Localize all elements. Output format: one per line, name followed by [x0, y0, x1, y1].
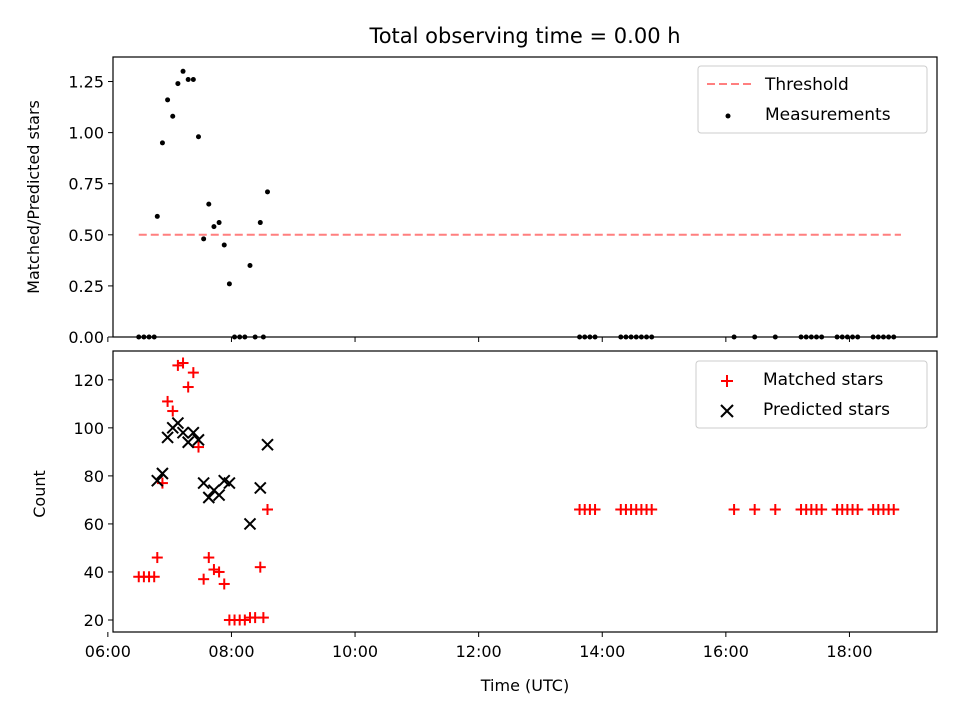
matched-star-point: [262, 504, 273, 516]
matched-star-point: [198, 573, 210, 585]
measurement-point: [247, 262, 253, 268]
top-y-tick-label: 1.00: [68, 124, 104, 143]
legend-matched-label: Matched stars: [763, 370, 883, 390]
matched-star-point: [218, 578, 230, 590]
bottom-axes-frame: [112, 350, 938, 633]
bottom-y-tick-label: 80: [84, 467, 104, 486]
predicted-star-point: [181, 436, 195, 449]
measurement-point: [216, 220, 222, 226]
bottom-x-tick-label: 12:00: [456, 642, 502, 661]
matched-star-point: [589, 504, 601, 516]
bottom-x-tick-label: 16:00: [703, 642, 749, 661]
x-axis-label: Time (UTC): [480, 676, 569, 695]
predicted-star-point: [171, 416, 185, 430]
measurement-point: [190, 76, 196, 82]
legend-predicted-marker: [720, 404, 734, 418]
matched-star-point: [852, 504, 864, 516]
measurement-point: [185, 76, 191, 82]
predicted-star-point: [151, 474, 164, 487]
bottom-y-tick-label: 20: [84, 611, 104, 630]
bottom-plot-area: [133, 357, 900, 626]
legend-measurements-label: Measurements: [765, 105, 891, 125]
matched-star-point: [646, 504, 658, 516]
predicted-star-point: [254, 481, 267, 495]
measurement-point: [201, 236, 207, 242]
matched-star-point: [213, 566, 225, 578]
matched-star-point: [888, 504, 900, 516]
predicted-star-point: [202, 491, 215, 504]
top-y-tick-label: 1.25: [68, 73, 104, 92]
measurement-point: [175, 81, 181, 87]
bottom-x-tick-label: 10:00: [332, 642, 378, 661]
measurement-point: [226, 281, 232, 287]
matched-star-point: [257, 612, 269, 624]
measurement-point: [165, 97, 171, 103]
legend-predicted-label: Predicted stars: [763, 400, 890, 420]
predicted-star-point: [243, 517, 257, 531]
bottom-x-tick-label: 14:00: [579, 642, 625, 661]
top-legend-box: [697, 65, 928, 134]
matched-star-point: [769, 504, 781, 516]
top-y-tick-label: 0.00: [68, 328, 104, 347]
matched-star-point: [208, 564, 220, 576]
bottom-legend-box: [695, 360, 928, 429]
matched-star-point: [192, 441, 204, 453]
predicted-star-point: [212, 488, 226, 502]
matched-star-point: [148, 571, 160, 583]
predicted-star-point: [176, 426, 190, 439]
measurement-point: [170, 113, 176, 119]
bottom-x-tick-label: 06:00: [85, 642, 131, 661]
predicted-star-point: [223, 476, 236, 490]
bottom-y-tick-label: 120: [73, 371, 104, 390]
matched-star-point: [177, 357, 189, 369]
legend-measurements-marker: [725, 113, 731, 119]
measurement-point: [221, 242, 227, 248]
measurement-point: [206, 201, 212, 207]
measurement-point: [180, 68, 186, 74]
measurement-point: [257, 220, 263, 226]
legend-matched-marker: [721, 375, 733, 387]
bottom-y-axis-label: Count: [30, 470, 49, 518]
legend-threshold-label: Threshold: [764, 75, 849, 95]
matched-star-point: [816, 504, 828, 516]
bottom-x-tick-label: 18:00: [826, 642, 872, 661]
predicted-star-point: [187, 426, 200, 439]
measurement-point: [159, 140, 165, 146]
top-y-tick-label: 0.75: [68, 175, 104, 194]
predicted-star-point: [197, 476, 210, 490]
top-y-tick-label: 0.25: [68, 277, 104, 296]
predicted-star-point: [261, 438, 274, 451]
top-y-tick-label: 0.50: [68, 226, 104, 245]
predicted-star-point: [161, 431, 174, 444]
bottom-legend: Matched stars Predicted stars: [695, 360, 928, 429]
matched-star-point: [172, 359, 184, 371]
top-axes-frame: [112, 56, 938, 338]
bottom-y-tick-label: 100: [73, 419, 104, 438]
matched-star-point: [254, 561, 266, 573]
matched-star-point: [187, 367, 199, 379]
matched-star-point: [151, 552, 163, 564]
measurement-point: [211, 224, 217, 230]
matched-star-point: [203, 552, 215, 564]
matched-star-point: [749, 504, 761, 516]
predicted-star-point: [156, 467, 169, 480]
matched-star-point: [728, 504, 740, 516]
bottom-x-tick-label: 08:00: [208, 642, 254, 661]
top-legend: Threshold Measurements: [697, 65, 928, 134]
measurement-point: [195, 134, 201, 140]
matched-star-point: [162, 395, 174, 407]
measurement-point: [265, 189, 270, 195]
top-y-axis-label: Matched/Predicted stars: [24, 100, 43, 294]
bottom-y-tick-label: 60: [84, 515, 104, 534]
chart-title: Total observing time = 0.00 h: [368, 24, 680, 48]
predicted-star-point: [192, 433, 205, 447]
measurement-point: [154, 213, 160, 219]
matched-star-point: [182, 381, 194, 393]
matched-star-point: [239, 614, 251, 626]
bottom-y-tick-label: 40: [84, 563, 104, 582]
matched-star-point: [167, 405, 179, 417]
